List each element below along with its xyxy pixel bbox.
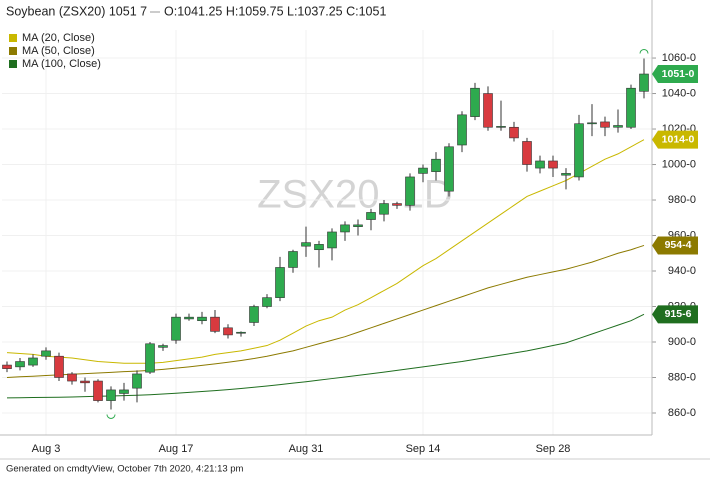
candle-body (301, 242, 311, 247)
candle-body (561, 173, 571, 176)
ma-line (6, 244, 645, 378)
candle-body (379, 203, 389, 215)
candle-body (288, 251, 298, 268)
x-tick-label: Aug 3 (32, 443, 61, 455)
legend-label: MA (50, Close) (22, 45, 95, 57)
price-tag (652, 65, 698, 84)
candle-body (509, 126, 519, 139)
candle-body (483, 93, 493, 128)
candle-body (431, 158, 441, 172)
candle-body (184, 316, 194, 320)
candle-body (522, 141, 532, 165)
y-tick-label: 900-0 (668, 336, 696, 348)
price-tag (652, 305, 698, 324)
x-tick-label: Aug 31 (289, 443, 324, 455)
candle-body (15, 361, 25, 368)
candle-body (197, 316, 207, 322)
candle-body (418, 167, 428, 174)
x-tick-label: Aug 17 (159, 443, 194, 455)
candle-body (366, 212, 376, 220)
candle-body (353, 224, 363, 227)
legend-swatch (9, 47, 17, 55)
candle-body (496, 126, 506, 128)
y-tick-label: 1040-0 (662, 87, 696, 99)
high-marker (639, 48, 649, 54)
candle-body (470, 87, 480, 117)
price-tag (652, 130, 698, 149)
candle-body (314, 244, 324, 251)
footer: Generated on cmdtyView, October 7th 2020… (6, 464, 244, 475)
low-marker (106, 414, 116, 419)
candle-body (639, 73, 649, 92)
candle-body (171, 316, 181, 341)
ma-line (6, 139, 645, 364)
price-tag-label: 915-6 (665, 308, 692, 320)
candle-body (340, 224, 350, 233)
legend-label: MA (20, Close) (22, 32, 95, 44)
candle-body (132, 373, 142, 389)
y-tick-label: 1000-0 (662, 158, 696, 170)
candle-body (600, 121, 610, 128)
y-tick-label: 980-0 (668, 194, 696, 206)
watermark: ZSX20, 1D (257, 173, 453, 217)
y-tick-label: 1060-0 (662, 52, 696, 64)
y-tick-label: 940-0 (668, 265, 696, 277)
legend-swatch (9, 34, 17, 42)
chart-title: Soybean (ZSX20) 1051 7 (6, 4, 147, 18)
candle-body (28, 357, 38, 366)
candle-body (145, 343, 155, 373)
y-tick-label: 860-0 (668, 407, 696, 419)
legend-swatch (9, 60, 17, 68)
candle-body (41, 350, 51, 357)
candle-body (587, 122, 597, 125)
candle-body (249, 306, 259, 323)
candle-body (119, 389, 129, 394)
candle-body (262, 297, 272, 307)
candle-body (535, 160, 545, 169)
candle-body (223, 327, 233, 336)
candle-body (54, 355, 64, 378)
candle-body (457, 114, 467, 146)
candle-body (2, 364, 12, 369)
y-tick-label: 880-0 (668, 371, 696, 383)
candle-body (405, 176, 415, 206)
candle-body (444, 146, 454, 192)
candle-body (106, 389, 116, 401)
candle-body (574, 123, 584, 178)
candle-body (548, 160, 558, 169)
ohlc-text: O:1041.25 H:1059.75 L:1037.25 C:1051 (164, 4, 386, 18)
price-tag-label: 954-4 (665, 239, 692, 251)
candle-body (236, 331, 246, 334)
candle-body (93, 380, 103, 401)
candle-body (158, 345, 168, 348)
candle-body (626, 87, 636, 128)
candle-body (210, 316, 220, 332)
candle-body (67, 373, 77, 382)
candle-body (613, 125, 623, 128)
candle-body (327, 231, 337, 249)
price-tag-label: 1014-0 (662, 133, 695, 145)
candle-body (275, 267, 285, 298)
candle-body (80, 380, 90, 384)
candle-body (392, 203, 402, 206)
price-tag-label: 1051-0 (662, 68, 695, 80)
legend-label: MA (100, Close) (22, 58, 101, 70)
price-tag (652, 236, 698, 255)
x-tick-label: Sep 28 (536, 443, 571, 455)
x-tick-label: Sep 14 (406, 443, 441, 455)
